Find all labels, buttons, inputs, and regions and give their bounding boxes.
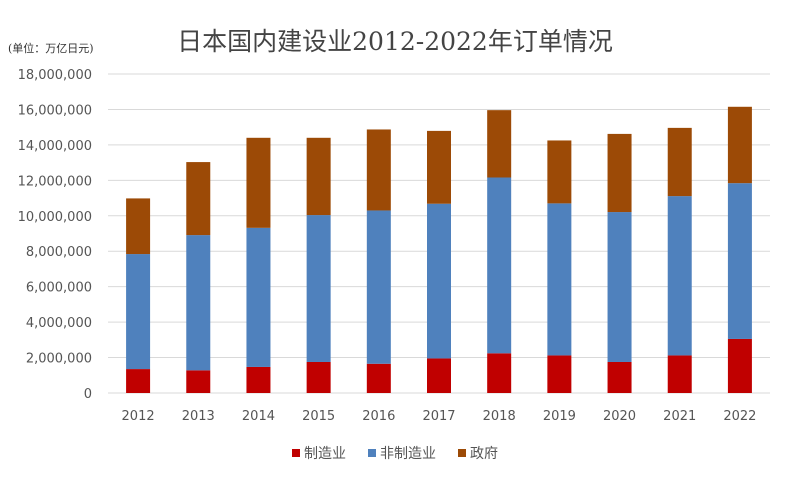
bar-segment-1 <box>607 212 632 362</box>
bar-segment-0 <box>427 358 451 393</box>
bar-segment-2 <box>427 130 451 204</box>
legend-item: 政府 <box>458 443 498 463</box>
bar-segment-2 <box>607 133 632 213</box>
legend-item: 非制造业 <box>368 443 436 463</box>
x-tick-label: 2014 <box>242 409 275 424</box>
bar-segment-2 <box>366 129 391 211</box>
legend-swatch <box>458 449 466 457</box>
chart-title: 日本国内建设业2012-2022年订单情况 <box>177 27 613 56</box>
x-tick-label: 2021 <box>663 409 696 424</box>
legend-swatch <box>368 449 376 457</box>
y-tick-label: 0 <box>84 387 92 402</box>
x-tick-label: 2013 <box>182 409 215 424</box>
bar-segment-1 <box>246 227 271 367</box>
y-tick-label: 12,000,000 <box>18 174 92 189</box>
bar-segment-1 <box>487 177 512 354</box>
bar-segment-0 <box>667 355 692 393</box>
x-tick-label: 2016 <box>362 409 395 424</box>
y-tick-label: 6,000,000 <box>26 281 92 296</box>
legend-label: 制造业 <box>304 446 346 462</box>
legend-label: 非制造业 <box>380 446 436 462</box>
x-tick-label: 2015 <box>302 409 335 424</box>
bar-segment-1 <box>126 254 151 370</box>
x-tick-label: 2022 <box>723 409 756 424</box>
bar-segment-0 <box>607 361 632 393</box>
bar-segment-0 <box>366 363 391 393</box>
legend-item: 制造业 <box>292 443 346 463</box>
y-tick-label: 2,000,000 <box>26 352 92 367</box>
x-tick-label: 2017 <box>422 409 455 424</box>
x-tick-label: 2020 <box>603 409 636 424</box>
bar-segment-0 <box>186 370 211 393</box>
bar-segment-2 <box>306 137 331 216</box>
bar-segment-0 <box>126 369 151 393</box>
x-tick-label: 2019 <box>543 409 576 424</box>
y-tick-label: 16,000,000 <box>18 103 92 118</box>
bar-segment-2 <box>547 140 572 204</box>
y-tick-label: 8,000,000 <box>26 245 92 260</box>
bar-segment-1 <box>306 215 331 362</box>
bar-segment-2 <box>246 137 271 228</box>
legend-label: 政府 <box>470 446 498 462</box>
bar-segment-0 <box>246 366 271 393</box>
bar-segment-1 <box>366 210 391 364</box>
bar-segment-1 <box>547 203 572 356</box>
bar-segment-0 <box>306 361 331 393</box>
bar-segment-2 <box>667 127 692 197</box>
bar-segment-2 <box>727 106 752 184</box>
legend-swatch <box>292 449 300 457</box>
y-tick-label: 14,000,000 <box>18 139 92 154</box>
bar-segment-2 <box>186 162 211 236</box>
bar-segment-0 <box>547 355 572 393</box>
y-tick-label: 4,000,000 <box>26 316 92 331</box>
bar-segment-1 <box>667 196 692 356</box>
y-tick-label: 10,000,000 <box>18 210 92 225</box>
bar-segment-1 <box>186 235 211 371</box>
bar-segment-2 <box>487 110 512 178</box>
unit-label: (单位：万亿日元) <box>8 42 94 55</box>
x-tick-label: 2012 <box>122 409 155 424</box>
x-tick-label: 2018 <box>483 409 516 424</box>
legend: 制造业 非制造业 政府 <box>0 443 790 463</box>
bar-segment-1 <box>427 203 451 359</box>
bar-segment-0 <box>727 338 752 393</box>
bar-segment-2 <box>126 198 151 255</box>
y-tick-label: 18,000,000 <box>18 68 92 83</box>
bar-segment-1 <box>727 183 752 339</box>
bar-segment-0 <box>487 353 512 393</box>
